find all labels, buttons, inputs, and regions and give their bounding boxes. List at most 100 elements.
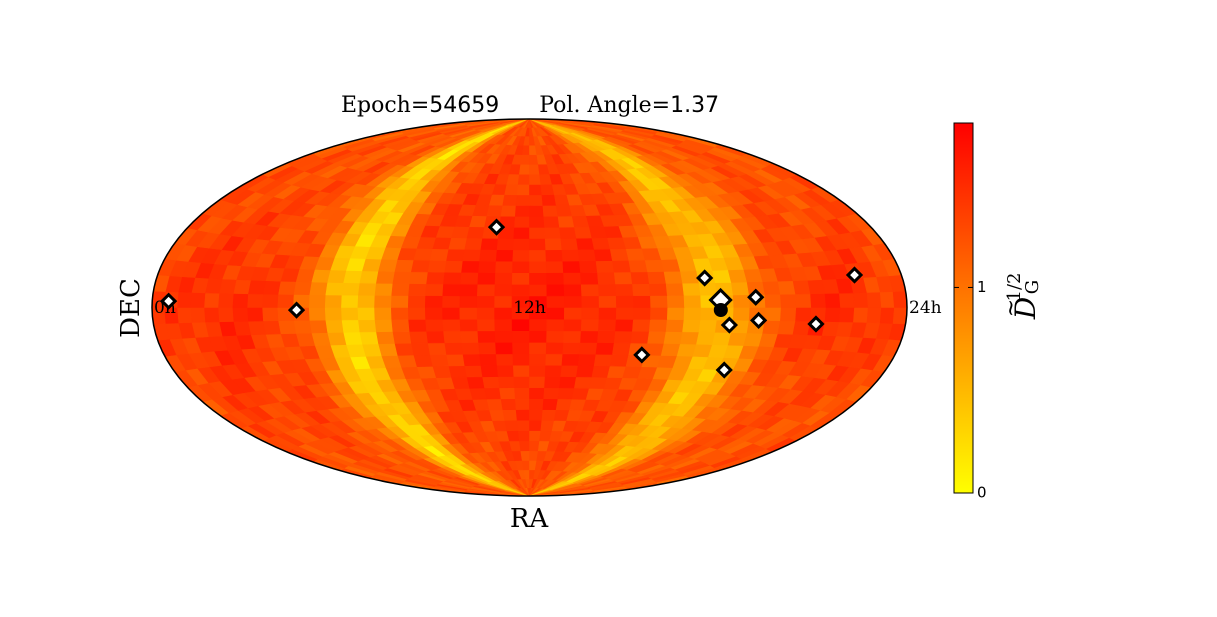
sky-cell: [682, 319, 701, 333]
sky-cell: [615, 283, 634, 297]
sky-cell: [409, 271, 429, 285]
sky-cell: [680, 270, 700, 284]
sky-cell: [325, 282, 345, 296]
sky-cell: [499, 387, 516, 400]
sky-cell: [448, 365, 468, 378]
sky-cell: [513, 376, 530, 389]
epoch-value: 54659: [429, 93, 499, 118]
sky-cell: [543, 387, 560, 400]
sky-cell: [792, 320, 811, 336]
sky-cell: [446, 353, 466, 367]
sky-cell: [730, 281, 750, 296]
sky-cell: [461, 342, 480, 355]
sky-cell: [327, 269, 347, 284]
sky-cell: [559, 226, 577, 239]
sky-cell: [293, 319, 313, 334]
sky-cell: [593, 248, 613, 262]
sky-cell: [262, 293, 279, 308]
sky-cell: [593, 353, 613, 367]
sky-cell: [325, 319, 345, 333]
sky-cell: [513, 227, 530, 239]
sky-cell: [529, 260, 547, 274]
sky-cell: [512, 364, 530, 377]
sky-cell: [442, 307, 461, 320]
sky-cell: [376, 331, 396, 345]
y-axis-label: DEC: [116, 278, 146, 338]
sky-cell: [309, 319, 329, 334]
sky-cell: [424, 307, 444, 320]
sky-cell: [529, 216, 545, 228]
sky-cell: [546, 272, 565, 285]
sky-cell: [247, 307, 264, 322]
sky-cell: [204, 307, 220, 323]
sky-cell: [630, 271, 650, 285]
sky-cell: [476, 295, 496, 308]
sky-cell: [324, 307, 343, 321]
sky-cell: [529, 194, 544, 206]
sky-cell: [580, 272, 599, 285]
pulsar-markers: [159, 218, 864, 379]
sky-cell: [476, 283, 496, 297]
sky-cell: [529, 318, 548, 332]
sky-cell: [232, 293, 249, 308]
sky-cell: [502, 194, 518, 206]
sky-cell: [324, 294, 343, 308]
sky-cell: [560, 364, 579, 378]
sky-cell: [374, 307, 393, 321]
sky-cell: [810, 293, 827, 308]
sky-cell: [595, 342, 615, 355]
sky-cell: [529, 238, 547, 251]
sky-cell: [478, 342, 497, 355]
sky-cell: [598, 283, 617, 297]
sky-cell: [511, 272, 530, 285]
sky-cell: [497, 376, 515, 389]
sky-cell: [411, 342, 431, 356]
sky-cell: [529, 440, 540, 452]
sky-cell: [609, 248, 630, 261]
sky-cell: [666, 294, 685, 308]
sky-cell: [504, 419, 519, 432]
sky-cell: [628, 259, 648, 273]
sky-cell: [529, 283, 548, 297]
sky-cell: [559, 376, 577, 389]
sky-cell: [777, 320, 796, 335]
ra-tick-label: 24h: [909, 298, 942, 318]
sky-cell: [529, 353, 547, 366]
sky-cell: [359, 331, 379, 345]
sky-cell: [495, 260, 514, 274]
sky-cell: [462, 248, 482, 262]
sky-cell: [519, 440, 530, 452]
sky-cell: [546, 318, 565, 332]
sky-cell: [278, 280, 297, 295]
sky-cell: [432, 365, 452, 379]
sky-cell: [343, 270, 363, 284]
sky-cell: [293, 281, 313, 296]
sky-cell: [446, 248, 466, 262]
sky-cell: [512, 353, 530, 366]
sky-cell: [409, 330, 429, 344]
sky-cell: [866, 307, 882, 324]
sky-cell: [477, 272, 496, 285]
sky-cell: [477, 330, 496, 343]
sky-cell: [496, 238, 515, 251]
sky-cell: [391, 283, 411, 296]
sky-cell: [442, 283, 461, 297]
sky-cell: [529, 184, 543, 196]
colorbar-tick-label: 0: [977, 484, 987, 502]
sky-cell: [460, 272, 479, 285]
sky-cell: [392, 331, 412, 344]
sky-cell: [484, 387, 502, 400]
sky-cell: [663, 331, 683, 345]
sky-cell: [581, 295, 600, 308]
sky-cell: [529, 249, 547, 262]
sky-cell: [520, 450, 530, 461]
sky-cell: [577, 353, 597, 367]
sky-cell: [500, 204, 517, 217]
sky-cell: [529, 341, 547, 355]
sky-cell: [476, 318, 496, 332]
sky-cell: [512, 249, 530, 262]
sky-cell: [529, 272, 548, 285]
sky-cell: [263, 280, 282, 295]
sky-cell: [541, 194, 557, 206]
sky-cell: [529, 419, 543, 431]
